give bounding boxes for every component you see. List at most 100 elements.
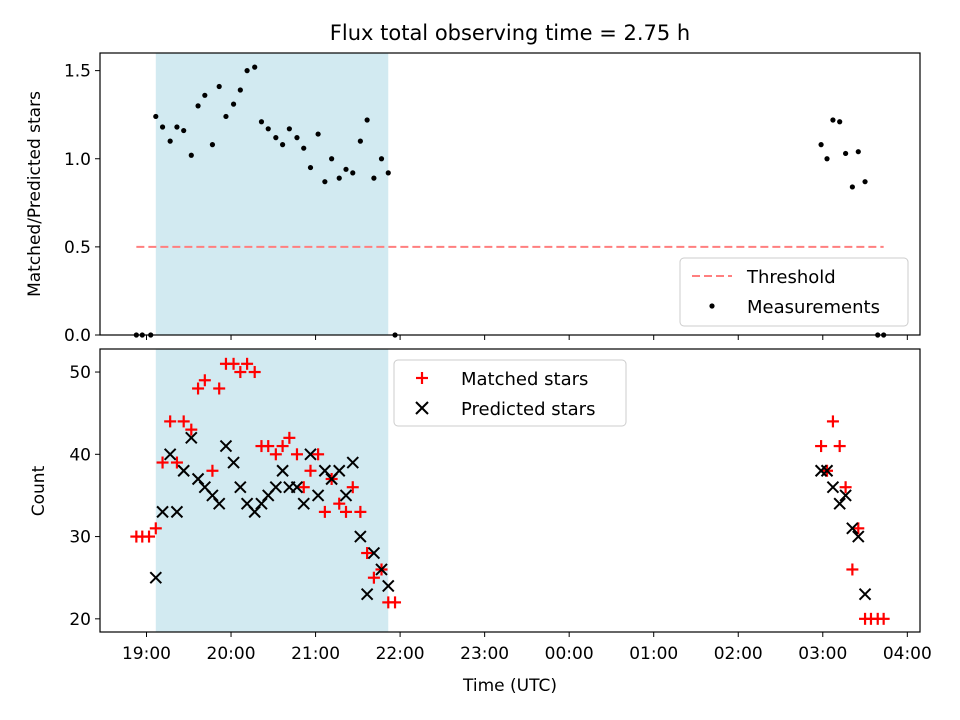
measurement-point [855,149,861,155]
predicted-star-stroke [354,530,367,543]
top-y-tick-label: 1.0 [64,150,91,170]
top-y-axis: 0.0 0.5 1.0 1.5 [64,62,100,346]
measurement-point [336,175,342,181]
matched-star-marker [164,415,177,428]
x-tick-label: 20:00 [207,644,256,664]
matched-star-marker [304,464,317,477]
predicted-star-marker [375,563,388,576]
measurement-point [315,131,321,137]
top-panel: 0.0 0.5 1.0 1.5 Matched/Predicted stars Thr… [25,52,921,346]
bottom-legend: Matched stars Predicted stars [393,359,627,427]
predicted-star-stroke [290,481,304,494]
measurement-point [818,142,824,148]
bottom-axes-frame [99,348,921,633]
legend-threshold-label: Threshold [746,267,836,288]
predicted-star-stroke [814,464,828,477]
predicted-star-stroke [339,489,353,502]
measurement-point [237,87,243,93]
measurement-point [371,175,377,181]
predicted-star-marker [846,522,859,535]
predicted-star-marker [858,587,872,601]
predicted-star-marker [852,530,865,543]
predicted-star-marker [191,472,205,486]
top-legend: Threshold Measurements [679,257,909,327]
predicted-star-marker [248,505,261,519]
top-legend-box [679,257,909,327]
measurement-point [364,117,370,123]
legend-measurements-swatch [709,303,715,309]
matched-star-marker [198,374,211,387]
legend-predicted-label: Predicted stars [461,399,595,420]
matched-star-marker [276,440,289,453]
predicted-star-marker [163,448,177,461]
bottom-y-label: Count [29,465,49,516]
measurement-point [830,117,836,123]
matched-star-marker [389,596,402,609]
predicted-star-stroke [820,464,834,477]
matched-star-marker [877,612,890,625]
predicted-star-marker [212,497,226,510]
matched-star-marker [227,357,240,370]
predicted-star-marker [382,579,395,593]
predicted-star-marker [826,481,840,494]
measurement-point [350,170,356,176]
legend-matched-label: Matched stars [461,369,588,390]
predicted-star-marker [820,464,834,477]
x-tick-label: 19:00 [122,644,171,664]
chart-title: Flux total observing time = 2.75 h [330,21,690,45]
matched-star-marker [156,456,169,469]
top-y-tick-label: 1.5 [64,62,91,82]
legend-predicted-swatch [415,401,429,415]
predicted-star-marker [269,481,283,494]
measurement-point [849,184,855,190]
measurement-point [286,126,292,132]
predicted-star-stroke [269,481,283,494]
matched-star-marker [185,423,198,436]
matched-star-marker [248,366,261,379]
predicted-star-stroke [858,587,872,601]
bottom-y-tick-label: 50 [69,363,91,383]
bottom-legend-box [393,359,627,427]
matched-star-marker [852,522,865,535]
bottom-panel: 20 30 40 50 19:00 20:00 21:00 22:00 23:00 00:00 0… [29,348,932,696]
measurement-point [322,179,328,185]
predicted-star-stroke [833,497,846,510]
predicted-star-stroke [191,472,205,486]
x-axis-label: Time (UTC) [462,676,557,696]
predicted-star-marker [339,489,353,502]
predicted-star-stroke [248,505,261,519]
matched-star-marker [192,382,205,395]
x-tick-label: 01:00 [629,644,678,664]
predicted-star-stroke [240,497,254,510]
predicted-star-stroke [177,464,190,477]
predicted-star-stroke [846,522,859,535]
predicted-star-stroke [333,464,346,477]
top-y-tick-label: 0.5 [64,238,91,258]
measurement-point [244,68,250,74]
measurement-point [181,127,187,134]
measurement-point [209,142,216,148]
predicted-star-stroke [318,464,332,477]
matched-star-marker [846,563,859,576]
predicted-star-marker [290,481,304,494]
predicted-star-stroke [227,456,240,469]
matched-star-marker [367,571,380,584]
predicted-star-stroke [219,439,233,453]
predicted-star-stroke [149,571,163,584]
predicted-star-stroke [156,505,169,519]
matched-star-marker [177,415,190,428]
measurement-point [279,142,286,148]
predicted-star-marker [354,530,367,543]
x-tick-label: 00:00 [545,644,594,664]
matched-star-marker [213,382,226,395]
predicted-star-marker [367,546,381,560]
matched-star-marker [290,448,303,461]
matched-star-marker [839,481,852,494]
predicted-star-marker [360,587,374,601]
predicted-star-marker [333,464,346,477]
x-tick-label: 02:00 [714,644,763,664]
predicted-star-stroke [276,464,289,477]
matched-star-marker [234,366,247,379]
bottom-y-tick-label: 20 [69,610,91,630]
top-y-tick-label: 0.0 [64,326,91,346]
